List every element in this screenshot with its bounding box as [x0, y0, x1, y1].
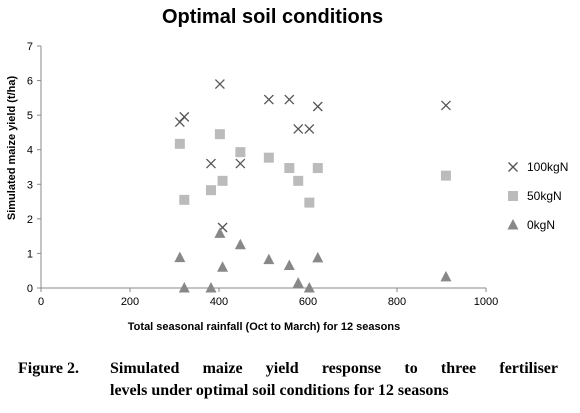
x-tick-label: 0	[38, 296, 44, 308]
triangle-marker-point	[234, 238, 246, 250]
y-tick-label: 4	[27, 145, 33, 157]
square-marker-point	[304, 197, 315, 208]
legend-x-marker	[508, 162, 518, 172]
x-tick-label: 800	[388, 296, 406, 308]
triangle-marker-point	[283, 259, 295, 271]
y-tick-label: 2	[27, 214, 33, 226]
y-tick-label: 7	[27, 41, 33, 53]
x-marker-point	[284, 94, 295, 105]
triangle-marker-point	[178, 282, 190, 293]
square-marker-point	[235, 147, 246, 158]
square-marker-point	[217, 175, 228, 186]
figure-caption: Figure 2. Simulated maize yield response…	[18, 358, 558, 402]
triangle-marker-point	[214, 227, 226, 238]
y-axis-label: Simulated maize yield (t/ha)	[6, 76, 18, 221]
x-marker-point	[235, 158, 246, 169]
tick-labels: 0 200 400 600 800 1000 0 1 2 3 4 5 6 7	[27, 41, 498, 308]
chart-title: Optimal soil conditions	[161, 6, 384, 28]
triangle-marker-point	[312, 251, 324, 263]
square-marker-point	[312, 163, 323, 174]
caption-line-1: Simulated maize yield response to three …	[110, 360, 558, 377]
x-tick-label: 400	[210, 296, 228, 308]
x-tick-label: 200	[121, 296, 139, 308]
triangle-marker-point	[263, 253, 275, 265]
legend-label: 100kgN	[527, 160, 568, 174]
x-marker-point	[312, 101, 323, 112]
triangle-marker-point	[303, 282, 315, 293]
x-marker-point	[304, 124, 315, 134]
figure-label: Figure 2.	[18, 360, 80, 377]
square-marker-point	[214, 129, 225, 140]
legend-label: 0kgN	[527, 218, 555, 232]
x-marker-point	[440, 100, 451, 111]
triangle-marker-point	[205, 282, 217, 293]
data-points	[174, 79, 452, 293]
x-marker-point	[293, 124, 304, 134]
axes	[37, 45, 487, 292]
x-axis-label: Total seasonal rainfall (Oct to March) f…	[128, 321, 400, 333]
y-tick-label: 5	[27, 110, 33, 122]
y-tick-label: 1	[27, 248, 33, 260]
y-tick-label: 0	[27, 283, 33, 295]
square-marker-point	[179, 194, 190, 205]
triangle-marker-point	[174, 251, 186, 263]
x-marker-point	[206, 158, 216, 169]
y-tick-label: 3	[27, 179, 33, 191]
legend: 100kgN 50kgN 0kgN	[507, 160, 568, 232]
y-tick-label: 6	[27, 76, 33, 88]
triangle-marker-point	[217, 261, 229, 272]
x-tick-label: 600	[299, 296, 317, 308]
triangle-marker-point	[292, 277, 304, 288]
legend-square-marker	[508, 191, 518, 201]
scatter-chart: 0 200 400 600 800 1000 0 1 2 3 4 5 6 7 100kgN 50kgN 0kg…	[6, 41, 568, 333]
x-marker-point	[179, 111, 190, 122]
legend-triangle-marker	[507, 219, 519, 230]
square-marker-point	[293, 175, 304, 186]
square-marker-point	[284, 163, 295, 174]
square-marker-point	[263, 152, 274, 163]
x-marker-point	[263, 94, 274, 105]
caption-line-2: levels under optimal soil conditions for…	[110, 382, 449, 399]
x-marker-point	[214, 79, 225, 89]
square-marker-point	[205, 185, 216, 196]
x-tick-label: 1000	[474, 296, 498, 308]
triangle-marker-point	[440, 270, 452, 282]
square-marker-point	[174, 138, 185, 149]
square-marker-point	[440, 170, 451, 181]
legend-label: 50kgN	[527, 189, 562, 203]
